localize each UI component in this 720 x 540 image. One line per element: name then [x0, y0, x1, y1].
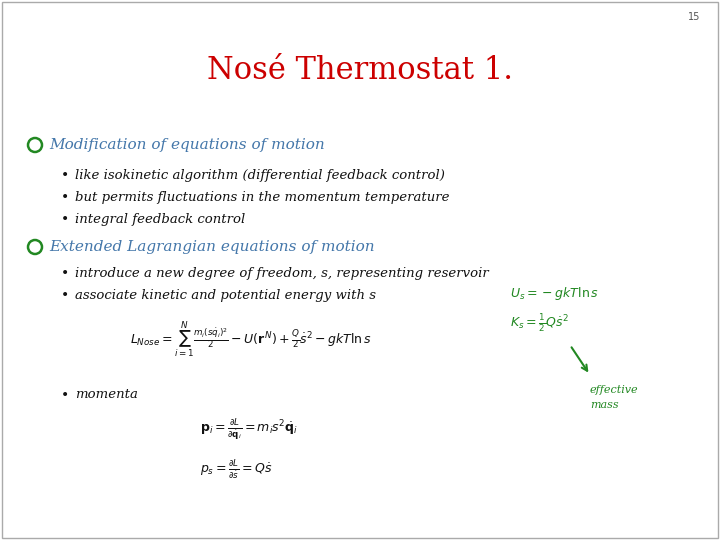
- Text: Extended Lagrangian equations of motion: Extended Lagrangian equations of motion: [49, 240, 374, 254]
- Text: mass: mass: [590, 400, 618, 410]
- Text: Nosé Thermostat 1.: Nosé Thermostat 1.: [207, 55, 513, 86]
- Text: •: •: [61, 266, 69, 280]
- Text: •: •: [61, 212, 69, 226]
- Text: like isokinetic algorithm (differential feedback control): like isokinetic algorithm (differential …: [75, 168, 445, 181]
- Text: momenta: momenta: [75, 388, 138, 402]
- Text: •: •: [61, 288, 69, 302]
- Text: $L_{Nose} = \sum_{i=1}^{N} \frac{m_i(s\dot{q}_i)^2}{2} - U(\mathbf{r}^N) + \frac: $L_{Nose} = \sum_{i=1}^{N} \frac{m_i(s\d…: [130, 320, 372, 360]
- Text: effective: effective: [590, 385, 639, 395]
- Text: •: •: [61, 190, 69, 204]
- Text: $U_s = -gkT\ln s$: $U_s = -gkT\ln s$: [510, 285, 599, 301]
- Text: Modification of equations of motion: Modification of equations of motion: [49, 138, 325, 152]
- Text: integral feedback control: integral feedback control: [75, 213, 246, 226]
- Text: $\mathbf{p}_i = \frac{\partial L}{\partial \dot{\mathbf{q}}_i} = m_i s^2 \dot{\m: $\mathbf{p}_i = \frac{\partial L}{\parti…: [200, 417, 298, 442]
- Text: $p_s = \frac{\partial L}{\partial \dot{s}} = Q\dot{s}$: $p_s = \frac{\partial L}{\partial \dot{s…: [200, 458, 273, 482]
- Text: introduce a new degree of freedom, s, representing reservoir: introduce a new degree of freedom, s, re…: [75, 267, 489, 280]
- Text: •: •: [61, 168, 69, 182]
- Text: 15: 15: [688, 12, 700, 22]
- Text: associate kinetic and potential energy with s: associate kinetic and potential energy w…: [75, 288, 376, 301]
- Text: but permits fluctuations in the momentum temperature: but permits fluctuations in the momentum…: [75, 191, 449, 204]
- Text: $K_s = \frac{1}{2}Q\dot{s}^2$: $K_s = \frac{1}{2}Q\dot{s}^2$: [510, 312, 569, 334]
- Text: •: •: [61, 388, 69, 402]
